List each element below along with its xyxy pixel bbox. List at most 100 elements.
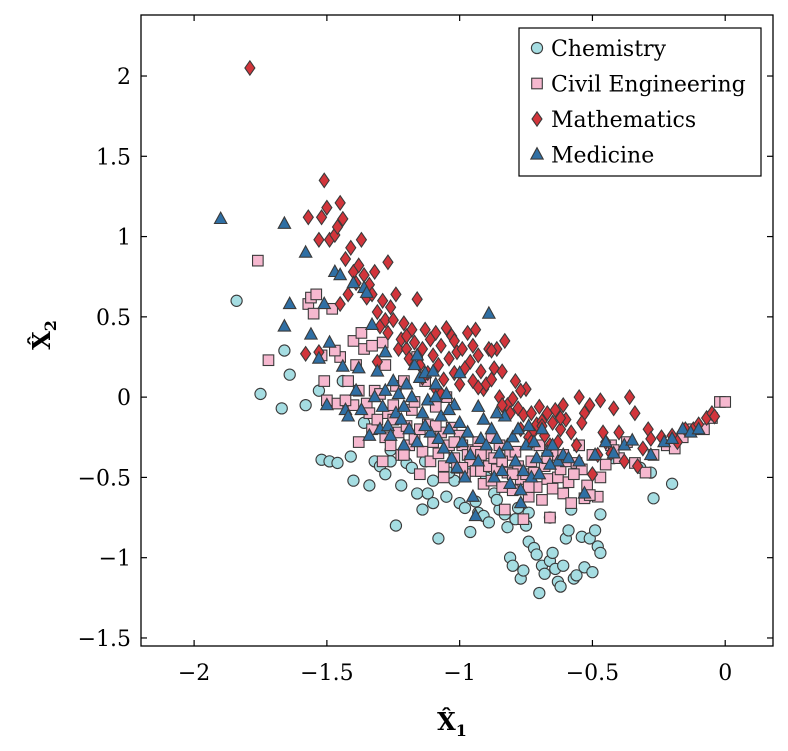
point-chemistry	[379, 468, 392, 481]
point-chemistry	[254, 387, 267, 401]
point-medicine	[513, 482, 528, 496]
point-medicine	[550, 453, 566, 467]
point-mathematics	[546, 414, 559, 431]
point-chemistry	[464, 525, 477, 539]
legend-marker-mathematics	[531, 110, 543, 128]
point-mathematics	[382, 324, 394, 342]
legend-label-medicine: Medicine	[551, 144, 654, 169]
point-medicine	[436, 440, 451, 454]
y-tick-label: 0	[117, 386, 131, 411]
point-mathematics	[549, 401, 561, 419]
point-chemistry	[546, 546, 559, 560]
point-civil-engineering	[342, 375, 354, 387]
point-chemistry	[506, 559, 519, 572]
point-civil-engineering	[517, 513, 530, 526]
point-chemistry	[283, 368, 296, 381]
point-medicine	[468, 507, 483, 522]
point-chemistry	[594, 508, 607, 521]
point-chemistry	[411, 487, 424, 500]
point-mathematics	[299, 345, 312, 362]
point-mathematics	[342, 286, 354, 303]
point-mathematics	[565, 424, 577, 441]
point-mathematics	[313, 231, 325, 248]
point-chemistry	[562, 524, 575, 537]
point-mathematics	[570, 437, 583, 454]
point-mathematics	[629, 405, 641, 422]
point-medicine	[452, 414, 467, 428]
point-mathematics	[408, 334, 421, 351]
point-civil-engineering	[347, 335, 360, 347]
point-medicine	[444, 450, 459, 464]
point-medicine	[399, 376, 414, 390]
point-chemistry	[501, 521, 514, 534]
point-medicine	[526, 434, 542, 448]
point-medicine	[471, 453, 486, 467]
point-chemistry	[517, 564, 530, 577]
point-mathematics	[337, 210, 349, 228]
point-mathematics	[464, 353, 476, 370]
point-medicine	[598, 434, 613, 448]
y-axis-label: X̂2	[27, 320, 60, 350]
point-mathematics	[448, 332, 461, 350]
point-medicine	[433, 408, 449, 422]
point-medicine	[351, 360, 366, 374]
point-mathematics	[400, 327, 413, 345]
x-axis-label: X̂1	[437, 707, 467, 740]
point-medicine	[542, 456, 558, 470]
point-civil-engineering	[719, 396, 732, 408]
point-civil-engineering	[413, 468, 426, 481]
point-civil-engineering	[371, 413, 384, 426]
point-civil-engineering	[355, 327, 368, 339]
point-medicine	[428, 389, 443, 403]
point-medicine	[418, 418, 433, 432]
x-tick-label: −1.5	[300, 661, 353, 686]
point-chemistry	[530, 548, 543, 561]
point-medicine	[452, 365, 467, 379]
point-mathematics	[586, 466, 599, 483]
point-medicine	[425, 363, 441, 377]
y-tick-label: −1.5	[78, 627, 131, 652]
point-medicine	[484, 421, 499, 435]
y-tick-label: 0.5	[96, 306, 131, 331]
point-chemistry	[426, 474, 440, 487]
point-mathematics	[554, 421, 567, 438]
point-medicine	[396, 437, 412, 451]
point-mathematics	[371, 303, 384, 321]
point-medicine	[410, 434, 425, 448]
point-mathematics	[507, 390, 519, 407]
point-chemistry	[557, 559, 570, 572]
point-medicine	[298, 244, 313, 258]
point-mathematics	[467, 337, 479, 354]
point-chemistry	[538, 567, 551, 580]
point-mathematics	[334, 295, 346, 313]
point-mathematics	[631, 458, 644, 475]
point-chemistry	[554, 580, 567, 593]
point-medicine	[516, 463, 531, 477]
point-medicine	[479, 437, 494, 451]
point-medicine	[322, 334, 337, 348]
point-medicine	[402, 421, 417, 435]
point-medicine	[465, 488, 481, 502]
point-chemistry	[347, 474, 360, 487]
point-civil-engineering	[262, 354, 275, 367]
point-mathematics	[398, 315, 410, 332]
point-medicine	[487, 469, 502, 483]
point-mathematics	[416, 340, 429, 358]
point-medicine	[572, 453, 587, 467]
point-civil-engineering	[557, 487, 570, 500]
point-medicine	[404, 389, 419, 403]
point-mathematics	[331, 218, 344, 236]
point-civil-engineering	[565, 497, 578, 509]
point-mathematics	[432, 356, 445, 374]
point-medicine	[341, 408, 356, 422]
point-medicine	[510, 421, 526, 435]
point-medicine	[428, 376, 443, 390]
point-civil-engineering	[376, 455, 389, 468]
point-mathematics	[355, 231, 368, 248]
y-tick-label: −1	[99, 547, 131, 572]
legend-marker-chemistry	[530, 41, 544, 55]
point-medicine	[492, 445, 507, 459]
point-medicine	[473, 430, 489, 445]
point-chemistry	[533, 586, 546, 600]
